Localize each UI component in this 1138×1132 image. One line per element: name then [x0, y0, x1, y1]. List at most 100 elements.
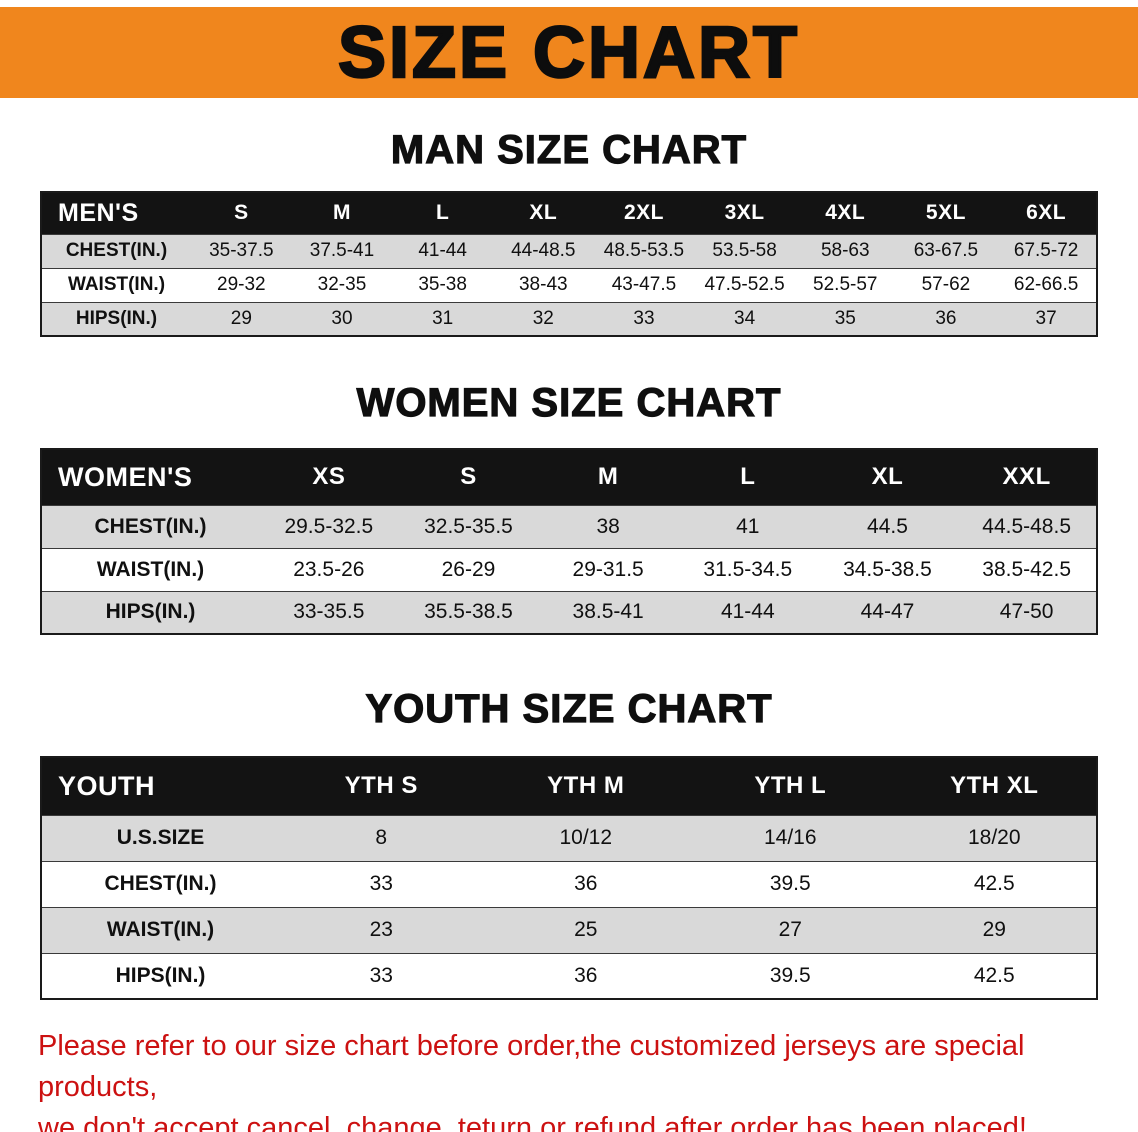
size-value-cell: 38-43 — [518, 274, 568, 295]
size-value-cell: 33-35.5 — [293, 600, 365, 624]
size-column-header: YTH M — [483, 757, 688, 815]
table-row: HIPS(IN.) 33 36 39.5 42.5 — [41, 953, 1097, 999]
size-column-header: XS — [259, 449, 399, 505]
size-value-cell: 42.5 — [973, 963, 1015, 987]
size-column-header: L — [392, 192, 493, 234]
size-value-cell: 42.5 — [973, 872, 1015, 895]
size-column-header: 2XL — [593, 192, 695, 234]
size-column-header: 3XL — [694, 192, 795, 234]
size-value-cell: 52.5-57 — [813, 274, 878, 295]
table-header-row: YOUTH YTH S YTH M YTH L YTH XL — [41, 757, 1097, 815]
size-value-cell: 26-29 — [441, 557, 496, 581]
size-value-cell: 44-47 — [860, 600, 915, 624]
size-value-cell: 58-63 — [820, 240, 870, 261]
size-value-cell: 39.5 — [769, 872, 811, 895]
row-label: HIPS(IN.) — [115, 963, 206, 987]
size-value-cell: 33 — [633, 307, 655, 329]
size-value-cell: 32.5-35.5 — [424, 514, 513, 538]
size-value-cell: 37.5-41 — [309, 240, 375, 261]
size-value-cell: 38 — [596, 514, 620, 538]
size-value-cell: 34.5-38.5 — [843, 557, 932, 581]
size-value-cell: 36 — [935, 307, 957, 329]
size-value-cell: 32-35 — [317, 274, 367, 295]
size-value-cell: 37 — [1035, 307, 1057, 329]
size-value-cell: 35-38 — [418, 274, 467, 295]
size-column-header: M — [538, 449, 678, 505]
size-value-cell: 23.5-26 — [293, 557, 365, 581]
table-header-row: WOMEN'S XS S M L XL XXL — [41, 449, 1097, 505]
row-label: HIPS(IN.) — [105, 600, 196, 624]
size-value-cell: 27 — [778, 918, 802, 941]
size-value-cell: 23 — [369, 918, 393, 941]
page-title: SIZE CHART — [337, 11, 800, 94]
size-column-header: S — [398, 449, 539, 505]
women-size-section: WOMEN SIZE CHART WOMEN'S XS S M L XL XXL CHEST(… — [0, 380, 1138, 635]
size-column-header: 4XL — [794, 192, 896, 234]
row-label: CHEST(IN.) — [65, 240, 168, 261]
size-value-cell: 29 — [230, 307, 252, 329]
size-column-header: YTH XL — [892, 757, 1097, 815]
row-label: CHEST(IN.) — [104, 872, 217, 895]
youth-section-heading: YOUTH SIZE CHART — [365, 686, 773, 731]
row-label: WAIST(IN.) — [106, 918, 215, 941]
size-value-cell: 36 — [574, 963, 598, 987]
row-label: U.S.SIZE — [116, 826, 205, 849]
size-value-cell: 31.5-34.5 — [703, 557, 793, 581]
table-row: WAIST(IN.) 23.5-26 26-29 29-31.5 31.5-34.5 34… — [41, 548, 1097, 591]
table-row: CHEST(IN.) 33 36 39.5 42.5 — [41, 861, 1097, 907]
table-corner-label: WOMEN'S — [41, 449, 259, 505]
disclaimer-line-2: we don't accept cancel, change, teturn o… — [38, 1112, 1027, 1132]
size-value-cell: 38.5-42.5 — [982, 557, 1072, 581]
size-value-cell: 18/20 — [967, 826, 1021, 849]
size-value-cell: 35-37.5 — [209, 240, 274, 261]
size-column-header: YTH S — [279, 757, 484, 815]
size-value-cell: 35 — [834, 307, 856, 329]
size-value-cell: 47-50 — [999, 600, 1054, 624]
size-value-cell: 36 — [574, 872, 598, 895]
size-value-cell: 34 — [734, 307, 756, 329]
disclaimer-line-1: Please refer to our size chart before or… — [38, 1030, 1025, 1103]
table-header-row: MEN'S S M L XL 2XL 3XL 4XL 5XL 6XL — [41, 192, 1097, 234]
size-value-cell: 63-67.5 — [913, 240, 979, 261]
size-value-cell: 10/12 — [559, 826, 613, 849]
size-value-cell: 8 — [375, 826, 388, 849]
size-column-header: 5XL — [895, 192, 997, 234]
youth-size-section: YOUTH SIZE CHART YOUTH YTH S YTH M YTH L YTH… — [0, 686, 1138, 1000]
size-value-cell: 29-32 — [217, 274, 266, 295]
row-label: HIPS(IN.) — [75, 307, 158, 329]
size-column-header: S — [191, 192, 292, 234]
men-size-section: MAN SIZE CHART MEN'S S M L XL 2XL 3XL 4XL 5XL 6XL… — [0, 127, 1138, 337]
size-value-cell: 14/16 — [763, 826, 817, 849]
size-value-cell: 30 — [331, 307, 353, 329]
table-row: U.S.SIZE 8 10/12 14/16 18/20 — [41, 815, 1097, 861]
size-value-cell: 25 — [574, 918, 598, 941]
row-label: CHEST(IN.) — [94, 514, 207, 538]
table-row: WAIST(IN.) 29-32 32-35 35-38 38-43 43-47.5 47.… — [41, 268, 1097, 302]
men-section-heading: MAN SIZE CHART — [390, 127, 748, 172]
size-value-cell: 47.5-52.5 — [704, 274, 785, 295]
disclaimer: Please refer to our size chart before or… — [38, 1026, 1100, 1132]
size-column-header: XL — [817, 449, 958, 505]
row-label: WAIST(IN.) — [67, 274, 166, 295]
table-row: HIPS(IN.) 33-35.5 35.5-38.5 38.5-41 41-44 44-… — [41, 591, 1097, 634]
women-section-heading: WOMEN SIZE CHART — [356, 380, 782, 425]
size-value-cell: 57-62 — [921, 274, 971, 295]
size-value-cell: 44.5-48.5 — [982, 514, 1072, 538]
table-row: WAIST(IN.) 23 25 27 29 — [41, 907, 1097, 953]
size-value-cell: 44.5 — [867, 514, 908, 538]
table-row: HIPS(IN.) 29 30 31 32 33 34 35 36 37 — [41, 302, 1097, 336]
size-value-cell: 33 — [369, 872, 393, 895]
table-row: CHEST(IN.) 29.5-32.5 32.5-35.5 38 41 44.5 44.5… — [41, 505, 1097, 548]
size-column-header: M — [291, 192, 393, 234]
size-value-cell: 31 — [432, 307, 454, 329]
size-value-cell: 29-31.5 — [572, 557, 644, 581]
size-value-cell: 62-66.5 — [1013, 274, 1079, 295]
size-value-cell: 29 — [982, 918, 1006, 941]
size-value-cell: 53.5-58 — [712, 240, 777, 261]
size-column-header: XL — [492, 192, 594, 234]
row-label: WAIST(IN.) — [96, 557, 205, 581]
size-value-cell: 43-47.5 — [611, 274, 677, 295]
size-value-cell: 41 — [736, 514, 760, 538]
banner: SIZE CHART — [0, 7, 1138, 98]
